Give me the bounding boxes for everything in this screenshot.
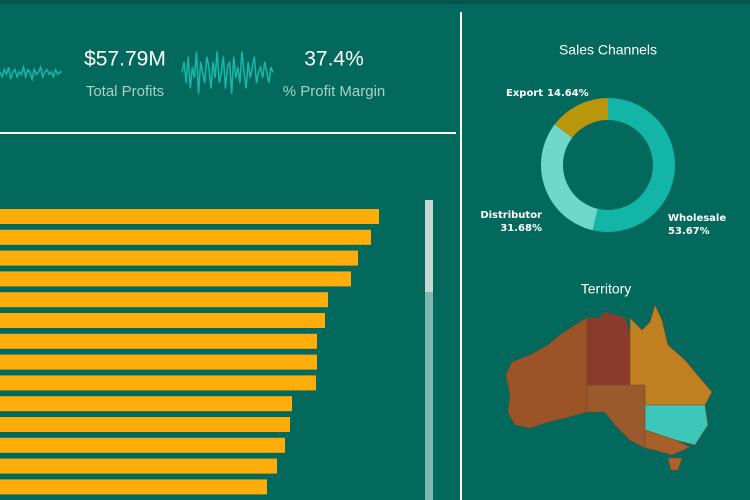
scrollbar[interactable]: [425, 200, 433, 500]
region: [629, 304, 713, 406]
bar: [0, 271, 351, 287]
kpi-value: 37.4%: [304, 48, 364, 71]
bar: [0, 229, 371, 245]
kpi-label: % Profit Margin: [283, 83, 386, 100]
slice-label: Distributor 31.68%: [480, 210, 542, 234]
slice-name: Export: [506, 88, 543, 99]
bar: [0, 333, 317, 349]
donut-slice: [554, 98, 608, 138]
region: [586, 311, 631, 386]
slice-value: 31.68%: [500, 223, 542, 234]
top-bar: [0, 0, 750, 4]
bar: [0, 417, 290, 432]
bar: [0, 250, 358, 266]
sparkline: [181, 51, 274, 94]
bar: [0, 354, 317, 370]
slice-value: 14.64%: [547, 88, 589, 99]
bar: [0, 437, 285, 453]
map: [505, 304, 713, 471]
bar: [0, 292, 328, 308]
map-title: Territory: [581, 281, 632, 297]
bar: [0, 313, 325, 328]
slice-value: 53.67%: [668, 226, 710, 237]
region: [586, 384, 646, 449]
slice-name: Wholesale: [668, 213, 726, 224]
region: [505, 317, 588, 429]
kpi-value: $57.79M: [84, 48, 166, 71]
bar: [0, 209, 379, 224]
slice-label: Wholesale 53.67%: [668, 213, 726, 237]
donut-slice: [540, 124, 598, 231]
donut-slice: [592, 98, 676, 233]
slice-name: Distributor: [480, 210, 542, 221]
slice-label: Export 14.64%: [506, 88, 589, 99]
region: [644, 429, 691, 456]
sparkline: [0, 64, 62, 83]
bar: [0, 396, 292, 412]
pie-title: Sales Channels: [559, 42, 657, 58]
bar: [0, 458, 277, 474]
region: [667, 457, 683, 471]
kpi-label: Total Profits: [86, 83, 164, 100]
bar: [0, 375, 316, 391]
bar: [0, 479, 267, 495]
scrollbar-thumb[interactable]: [425, 200, 433, 292]
